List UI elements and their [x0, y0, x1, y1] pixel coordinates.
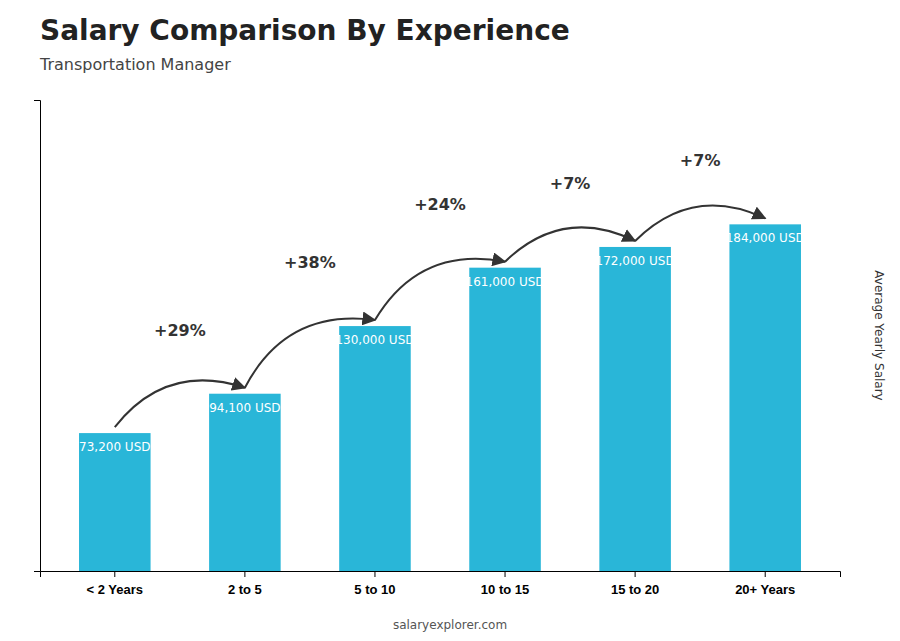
x-tick: 5 to 10: [354, 571, 395, 597]
x-tick-label: 5 to 10: [354, 582, 395, 597]
annotation: +7%: [680, 151, 721, 170]
bars: [79, 224, 801, 571]
chart: 73,200 USD 94,100 USD 130,000 USD 161,000 U…: [0, 0, 900, 641]
data-label: 73,200 USD: [79, 440, 150, 454]
arrows: [115, 205, 765, 427]
x-tick-label: < 2 Years: [87, 582, 144, 597]
x-tick-label: 10 to 15: [481, 582, 529, 597]
footer: salaryexplorer.com: [393, 618, 507, 632]
x-tick-mark: [505, 571, 506, 577]
bar: [79, 433, 151, 571]
x-tick: 15 to 20: [611, 571, 659, 597]
x-tick: 10 to 15: [481, 571, 529, 597]
x-tick: 2 to 5: [228, 571, 262, 597]
annotation: +38%: [284, 253, 336, 272]
data-label: 94,100 USD: [209, 401, 280, 415]
annotations: +29% +38% +24% +7% +7%: [154, 151, 720, 339]
x-tick: 20+ Years: [735, 571, 795, 597]
bar: [469, 268, 541, 571]
bar: [599, 247, 671, 571]
x-tick-label: 20+ Years: [735, 582, 795, 597]
data-label: 172,000 USD: [596, 254, 675, 268]
y-axis-line: [34, 101, 41, 572]
arrow: [375, 259, 505, 320]
x-tick-mark: [765, 571, 766, 577]
x-tick-mark: [374, 571, 375, 577]
data-label: 130,000 USD: [335, 333, 414, 347]
plot: 73,200 USD 94,100 USD 130,000 USD 161,000 U…: [34, 101, 841, 598]
bar: [209, 394, 281, 571]
x-tick-mark: [114, 571, 115, 577]
annotation: +29%: [154, 321, 206, 340]
data-label: 184,000 USD: [726, 231, 805, 245]
x-axis-line: [41, 572, 841, 578]
subtitle: Transportation Manager: [39, 55, 231, 74]
title: Salary Comparison By Experience: [40, 14, 570, 47]
annotation: +24%: [414, 195, 466, 214]
x-tick-label: 2 to 5: [228, 582, 262, 597]
bar: [339, 326, 411, 571]
x-tick-mark: [635, 571, 636, 577]
x-tick-label: 15 to 20: [611, 582, 659, 597]
data-labels: 73,200 USD 94,100 USD 130,000 USD 161,000 U…: [79, 231, 805, 454]
annotation: +7%: [550, 174, 591, 193]
x-tick: < 2 Years: [87, 571, 144, 597]
x-tick-mark: [244, 571, 245, 577]
y-axis: [34, 101, 41, 572]
arrow: [245, 319, 375, 388]
bar: [729, 224, 801, 571]
y-axis-title: Average Yearly Salary: [872, 270, 886, 400]
x-axis: < 2 Years 2 to 5 5 to 10 10 to 15 15 to 20 20…: [41, 571, 841, 597]
data-label: 161,000 USD: [466, 275, 545, 289]
